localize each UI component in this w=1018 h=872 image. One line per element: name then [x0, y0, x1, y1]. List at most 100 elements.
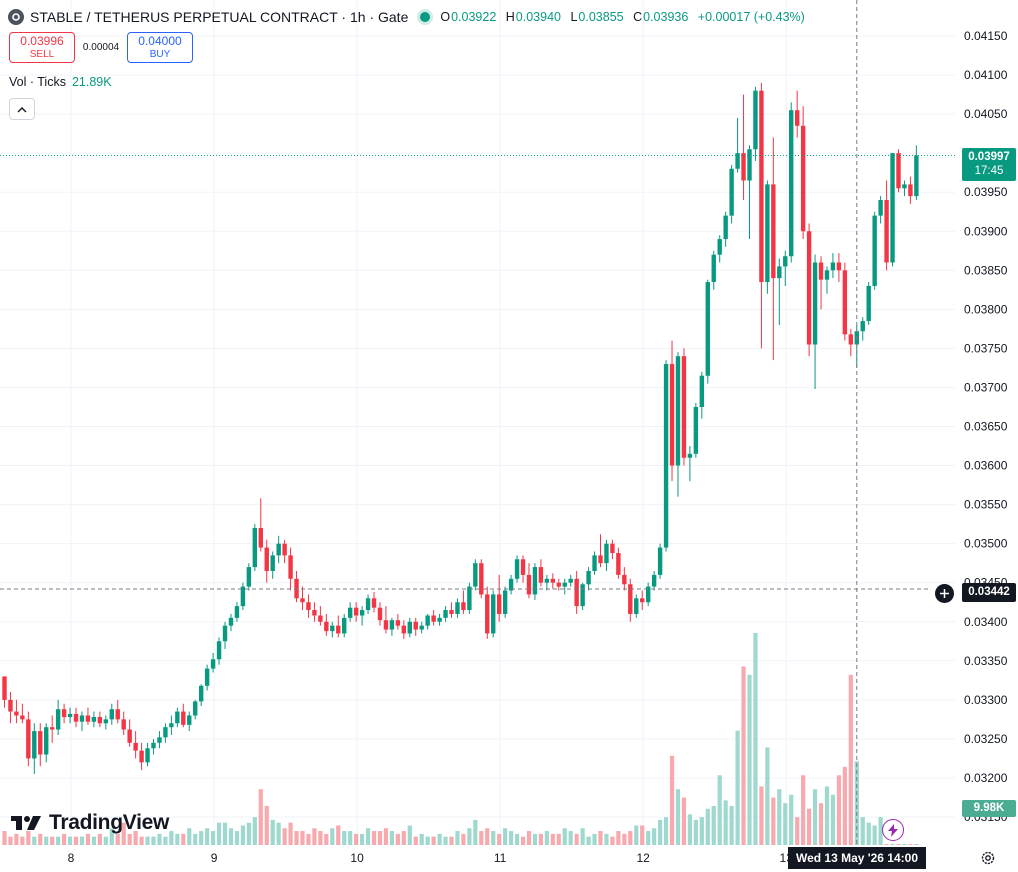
tradingview-logo[interactable]: TradingView	[11, 811, 169, 835]
candle-body	[216, 641, 222, 660]
volume-bar	[401, 831, 406, 845]
volume-bar	[699, 817, 704, 845]
candle	[860, 317, 865, 341]
volume-bar	[759, 786, 764, 845]
volume-bar	[646, 831, 651, 845]
candle	[806, 223, 812, 357]
candle	[586, 567, 591, 591]
candle-body	[240, 586, 246, 607]
volume-bar	[431, 836, 436, 845]
time-tick-label: 12	[637, 851, 651, 865]
volume-bar	[20, 836, 25, 845]
crosshair-time-label: Wed 13 May '26 14:00	[788, 847, 926, 869]
candle	[675, 352, 681, 497]
candle	[824, 266, 830, 294]
add-alert-plus-button[interactable]	[935, 584, 954, 603]
candle-body	[687, 453, 693, 458]
candle	[175, 707, 180, 728]
volume-bar	[91, 836, 96, 845]
volume-bar	[681, 797, 687, 845]
candle	[127, 719, 132, 747]
candle	[800, 106, 806, 240]
volume-bar	[848, 674, 853, 845]
volume-legend[interactable]: Vol · Ticks 21.89K	[9, 75, 112, 89]
volume-bar	[818, 803, 824, 845]
symbol-logo-icon[interactable]	[8, 9, 24, 25]
candle	[640, 590, 645, 611]
volume-bar	[884, 844, 889, 845]
candle-body	[723, 215, 728, 240]
volume-bar	[50, 836, 55, 845]
candle	[431, 610, 436, 626]
candle	[538, 559, 544, 587]
candle	[842, 262, 848, 341]
candle-body	[347, 607, 353, 618]
candle-body	[818, 262, 824, 280]
candle	[264, 539, 269, 583]
candle	[729, 164, 734, 224]
volume-bar	[783, 803, 788, 845]
candle-body	[139, 750, 144, 763]
gear-icon[interactable]	[979, 849, 997, 867]
candle-body	[532, 567, 538, 595]
volume-bar	[771, 797, 776, 845]
market-status-icon[interactable]	[420, 12, 431, 22]
candle	[526, 563, 532, 599]
candle-body	[359, 610, 365, 616]
candle	[735, 118, 740, 173]
candle-body	[175, 711, 180, 724]
candle-body	[20, 715, 25, 720]
candle-body	[181, 711, 186, 725]
candle-body	[735, 153, 740, 169]
candle-body	[151, 742, 156, 749]
price-tick-label: 0.03900	[964, 224, 1008, 238]
price-tick-label: 0.04150	[964, 29, 1008, 43]
volume-bar	[365, 828, 371, 845]
candle-body	[443, 610, 448, 618]
candle	[610, 539, 615, 560]
candle-body	[14, 711, 19, 716]
candle-body	[97, 717, 103, 724]
candle	[550, 573, 556, 589]
volume-bar	[622, 833, 627, 845]
collapse-legend-button[interactable]	[9, 98, 35, 120]
volume-bar	[282, 828, 287, 845]
candle	[604, 539, 609, 571]
volume-bar	[443, 836, 448, 845]
sell-button[interactable]: 0.03996 SELL	[9, 32, 75, 63]
symbol-header: STABLE / TETHERUS PERPETUAL CONTRACT · 1…	[8, 8, 811, 26]
low-value: 0.03855	[578, 10, 624, 24]
volume-bar	[258, 789, 263, 845]
spread-value: 0.00004	[82, 42, 120, 53]
volume-bar	[169, 831, 174, 845]
volume-bar	[205, 828, 210, 845]
volume-bar	[312, 828, 317, 845]
volume-bar	[729, 805, 734, 845]
candle-body	[389, 620, 395, 630]
candle-body	[437, 617, 442, 622]
candle-body	[771, 184, 776, 279]
candle-body	[342, 617, 347, 634]
candle-body	[789, 110, 794, 257]
symbol-title[interactable]: STABLE / TETHERUS PERPETUAL CONTRACT · 1…	[30, 9, 409, 25]
candle	[747, 145, 752, 240]
candles	[2, 82, 919, 775]
tradingview-logo-icon	[11, 816, 41, 830]
volume-bar	[294, 831, 299, 845]
volume-bar	[85, 833, 91, 845]
candle-body	[902, 184, 907, 189]
flash-button[interactable]	[882, 819, 904, 841]
candle	[139, 742, 144, 771]
candle	[234, 602, 240, 622]
candle-body	[365, 598, 371, 611]
buy-button[interactable]: 0.04000 BUY	[127, 32, 193, 63]
candle	[532, 563, 538, 600]
high-label: H	[505, 10, 515, 24]
candle	[544, 574, 550, 591]
candle-body	[258, 528, 263, 548]
volume-bar	[127, 833, 132, 845]
candle	[491, 590, 496, 638]
candle-body	[210, 659, 216, 669]
candle	[294, 570, 299, 603]
